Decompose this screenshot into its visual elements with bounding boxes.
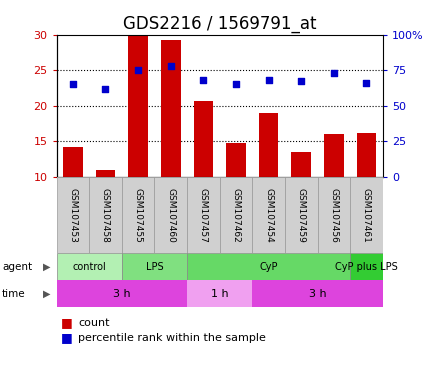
Bar (154, 177, 187, 253)
Point (265, 77, 272, 83)
Point (102, 86, 108, 92)
Bar (128, 35, 148, 177)
Text: GSM107462: GSM107462 (231, 188, 240, 242)
Bar (95, 170, 115, 177)
Text: 1 h: 1 h (210, 289, 228, 299)
Text: GSM107460: GSM107460 (166, 188, 175, 242)
Text: GSM107455: GSM107455 (133, 188, 142, 242)
Text: count: count (78, 318, 109, 328)
Bar (56, 253, 122, 280)
Bar (284, 177, 317, 253)
Point (362, 80, 369, 86)
Bar (252, 280, 382, 307)
Bar (89, 177, 122, 253)
Point (167, 63, 174, 69)
Bar (122, 177, 154, 253)
Text: GSM107457: GSM107457 (198, 188, 207, 242)
Text: CyP: CyP (259, 262, 277, 272)
Title: GDS2216 / 1569791_at: GDS2216 / 1569791_at (123, 15, 316, 33)
Text: GSM107461: GSM107461 (361, 188, 370, 242)
Bar (291, 152, 310, 177)
Bar (323, 134, 343, 177)
Point (135, 67, 141, 73)
Bar (252, 177, 284, 253)
Text: ▶: ▶ (43, 289, 50, 299)
Text: LPS: LPS (145, 262, 163, 272)
Bar (56, 280, 187, 307)
Point (330, 70, 337, 76)
Bar (349, 177, 382, 253)
Text: GSM107456: GSM107456 (329, 188, 338, 242)
Bar (193, 101, 213, 177)
Text: 3 h: 3 h (113, 289, 130, 299)
Bar (187, 177, 219, 253)
Bar (258, 113, 278, 177)
Bar (187, 253, 349, 280)
Text: GSM107459: GSM107459 (296, 188, 305, 242)
Bar (161, 40, 180, 177)
Text: agent: agent (2, 262, 32, 272)
Text: ■: ■ (61, 331, 72, 344)
Bar (226, 143, 245, 177)
Bar (63, 147, 82, 177)
Bar (356, 133, 375, 177)
Text: ▶: ▶ (43, 262, 50, 272)
Text: time: time (2, 289, 26, 299)
Text: 3 h: 3 h (308, 289, 326, 299)
Bar (317, 177, 349, 253)
Text: percentile rank within the sample: percentile rank within the sample (78, 333, 266, 343)
Bar (349, 253, 382, 280)
Text: control: control (72, 262, 106, 272)
Text: GSM107454: GSM107454 (263, 188, 273, 242)
Text: GSM107458: GSM107458 (101, 188, 110, 242)
Text: ■: ■ (61, 316, 72, 329)
Text: CyP plus LPS: CyP plus LPS (334, 262, 397, 272)
Point (199, 77, 207, 83)
Bar (122, 253, 187, 280)
Bar (187, 280, 252, 307)
Point (232, 81, 239, 88)
Bar (219, 177, 252, 253)
Point (297, 78, 304, 84)
Text: GSM107453: GSM107453 (68, 188, 77, 242)
Bar (56, 177, 89, 253)
Point (69, 81, 76, 88)
